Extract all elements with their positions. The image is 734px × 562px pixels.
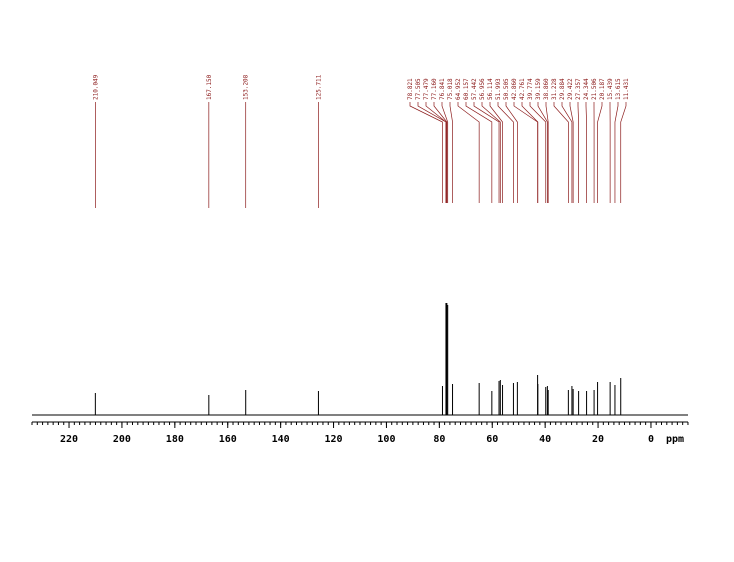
peak-label: 76.841: [439, 78, 446, 100]
peak-label: 50.505: [503, 78, 510, 100]
peak-label-leader: [449, 102, 453, 203]
x-tick-label: 220: [60, 434, 78, 445]
peak-label-leader: [505, 102, 518, 203]
peak-label: 57.442: [471, 78, 478, 100]
peak-label: 11.431: [623, 78, 630, 100]
peak-label: 13.615: [615, 78, 622, 100]
peak-label-leader: [537, 102, 548, 203]
peak-label: 20.187: [599, 78, 606, 100]
peak-label: 29.422: [567, 78, 574, 100]
peak-label: 167.150: [206, 74, 213, 100]
peak-label-leader: [569, 102, 574, 203]
peak-label: 56.114: [487, 78, 494, 100]
peak-label: 39.159: [535, 78, 542, 100]
peak-label: 77.160: [431, 78, 438, 100]
peak-label-leader: [441, 102, 449, 203]
peak-label: 210.049: [92, 74, 99, 100]
peak-label-leader: [545, 102, 549, 203]
peak-label: 15.439: [607, 78, 614, 100]
peak-label: 77.479: [423, 78, 430, 100]
peak-label: 31.228: [551, 78, 558, 100]
peak-label: 42.761: [519, 78, 526, 100]
peak-label: 51.993: [495, 78, 502, 100]
peak-label: 42.860: [511, 78, 518, 100]
peak-label: 60.157: [463, 78, 470, 100]
x-tick-label: 100: [377, 434, 395, 445]
peak-label-leader: [465, 102, 493, 203]
x-tick-label: 160: [219, 434, 237, 445]
peak-label-leader: [597, 102, 603, 203]
peak-label-leader: [577, 102, 579, 203]
peak-label-leader: [561, 102, 573, 203]
peak-label-leader: [585, 102, 587, 203]
peak-label-leader: [620, 102, 627, 203]
peak-label: 21.506: [591, 78, 598, 100]
x-tick-label: 180: [166, 434, 184, 445]
peak-label: 38.860: [543, 78, 550, 100]
peak-label-leader: [553, 102, 569, 203]
x-tick-label: 140: [272, 434, 290, 445]
peak-label-leader: [614, 102, 619, 203]
peak-label: 39.774: [527, 78, 534, 100]
peak-label-leader: [433, 102, 448, 203]
peak-label-leader: [457, 102, 480, 203]
peak-label-leader: [529, 102, 547, 203]
peak-label-leader: [481, 102, 501, 203]
peak-label: 77.505: [415, 78, 422, 100]
peak-label-leader: [497, 102, 514, 203]
x-tick-label: 0: [648, 434, 654, 445]
x-tick-label: 200: [113, 434, 131, 445]
x-axis-label: ppm: [666, 434, 684, 445]
peak-label-leader: [489, 102, 503, 203]
peak-label-leader: [521, 102, 539, 203]
peak-label: 78.821: [407, 78, 414, 100]
peak-label-leader: [409, 102, 443, 203]
x-tick-label: 60: [486, 434, 498, 445]
peak-label: 24.344: [583, 78, 590, 100]
peak-label: 27.357: [575, 78, 582, 100]
x-tick-label: 120: [325, 434, 343, 445]
peak-label-leader: [473, 102, 500, 203]
x-tick-label: 40: [539, 434, 551, 445]
peak-label: 75.018: [447, 78, 454, 100]
x-tick-label: 80: [433, 434, 445, 445]
peak-label: 56.956: [479, 78, 486, 100]
x-tick-label: 20: [592, 434, 604, 445]
peak-label: 29.884: [559, 78, 566, 100]
peak-label: 125.711: [315, 74, 322, 100]
peak-label: 64.952: [455, 78, 462, 100]
peak-label-leader: [425, 102, 447, 203]
peak-label: 153.208: [243, 74, 250, 100]
